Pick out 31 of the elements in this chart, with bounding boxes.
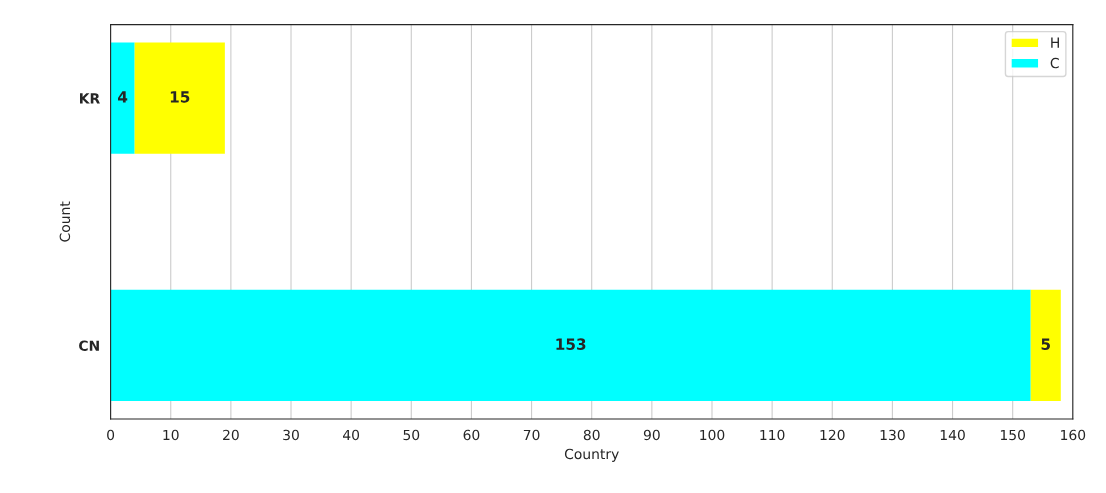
x-tick-label: 110: [760, 429, 785, 441]
x-tick-label: 0: [107, 429, 115, 441]
data-label: 153: [556, 338, 586, 350]
x-axis-title: Country: [564, 448, 619, 462]
x-tick-label: 30: [283, 429, 299, 441]
bar: [1030, 289, 1061, 402]
x-tick-label: 70: [523, 429, 540, 441]
x-tick-label: 150: [1000, 429, 1026, 441]
x-tick-label: 50: [403, 429, 420, 441]
legend-label: H: [1051, 37, 1059, 48]
legend-label: C: [1050, 57, 1059, 69]
data-label: 5: [1041, 338, 1051, 350]
x-tick-label: 130: [880, 429, 905, 441]
bar: [110, 289, 1031, 402]
x-tick-label: 10: [163, 429, 179, 441]
x-tick-label: 100: [700, 429, 725, 441]
x-tick-label: 20: [223, 429, 239, 441]
bar: [134, 42, 225, 154]
x-tick-label: 40: [343, 429, 360, 441]
x-tick-label: 120: [820, 429, 845, 441]
y-tick-label: KR: [80, 93, 100, 104]
x-tick-label: 140: [940, 429, 965, 441]
x-tick-label: 90: [643, 429, 660, 441]
y-tick-label: CN: [79, 340, 99, 351]
data-label: 15: [170, 91, 190, 103]
data-label: 4: [118, 91, 128, 103]
y-axis-title: Count: [59, 201, 71, 242]
x-tick-label: 60: [463, 429, 480, 441]
x-tick-label: 160: [1061, 429, 1086, 441]
bar: [110, 42, 135, 154]
x-tick-label: 80: [583, 429, 600, 441]
